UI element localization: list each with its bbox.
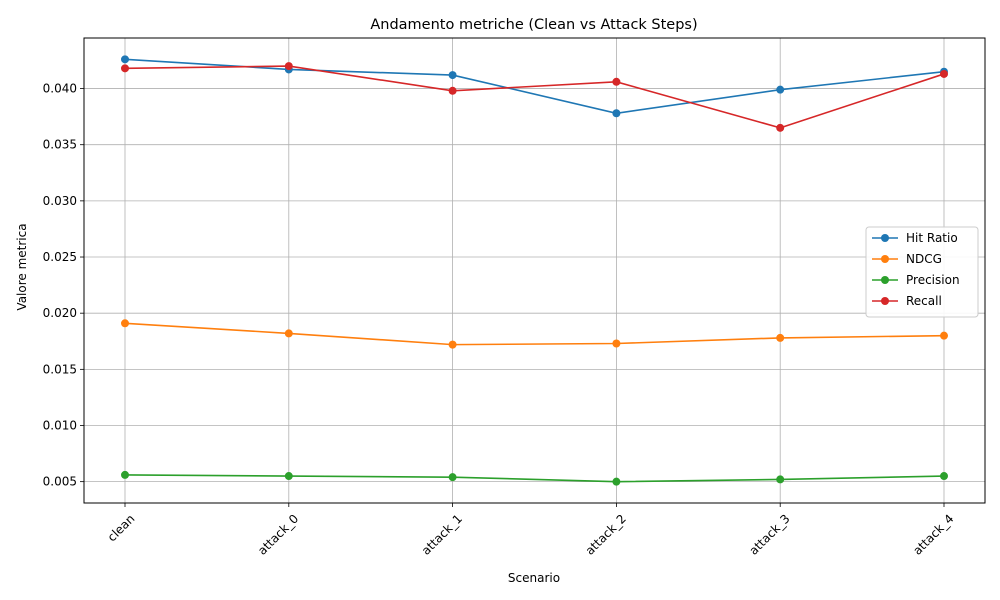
legend-item: Hit Ratio — [872, 231, 958, 245]
series-line — [124, 474, 945, 483]
data-point — [121, 64, 129, 73]
data-point — [612, 339, 621, 348]
data-point — [121, 319, 129, 328]
y-tick-label: 0.025 — [43, 250, 77, 264]
data-point — [121, 470, 129, 479]
legend-label: Hit Ratio — [906, 231, 958, 245]
series-lines — [121, 55, 948, 486]
legend-label: NDCG — [906, 252, 942, 266]
legend-item: Recall — [872, 294, 942, 308]
y-tick-label: 0.010 — [43, 419, 77, 433]
data-point — [776, 123, 785, 132]
legend: Hit Ratio NDCG Precision Recall — [865, 226, 979, 318]
series-recall — [121, 62, 948, 132]
y-tick-label: 0.005 — [43, 475, 77, 489]
data-point — [448, 71, 457, 80]
y-tick-label: 0.020 — [43, 306, 77, 320]
series-ndcg — [121, 319, 948, 349]
legend-item: Precision — [872, 273, 960, 287]
data-point — [776, 333, 785, 342]
data-point — [612, 77, 621, 86]
data-point — [776, 85, 785, 94]
legend-swatch-marker — [881, 255, 889, 263]
y-axis-ticks: 0.005 0.010 0.015 0.020 0.025 0.030 0.035 0.040 — [43, 82, 84, 489]
data-point — [612, 477, 621, 486]
data-point — [284, 329, 293, 338]
data-point — [940, 331, 948, 340]
y-tick-label: 0.015 — [43, 362, 77, 376]
legend-box — [865, 226, 979, 318]
y-axis-label: Valore metrica — [15, 223, 29, 310]
data-point — [284, 472, 293, 481]
x-axis-label: Scenario — [508, 571, 560, 585]
legend-label: Precision — [906, 273, 960, 287]
series-line — [124, 322, 945, 346]
legend-swatch-marker — [881, 234, 889, 242]
data-point — [448, 86, 457, 95]
data-point — [776, 475, 785, 484]
chart-title: Andamento metriche (Clean vs Attack Step… — [370, 17, 697, 33]
data-point — [940, 69, 948, 78]
data-point — [284, 62, 293, 71]
y-tick-label: 0.040 — [43, 82, 77, 96]
data-point — [940, 472, 948, 481]
legend-item: NDCG — [872, 252, 942, 266]
legend-label: Recall — [906, 294, 942, 308]
y-tick-label: 0.035 — [43, 138, 77, 152]
plot-area-frame — [83, 37, 986, 504]
data-point — [121, 55, 129, 64]
legend-swatch-marker — [881, 297, 889, 305]
legend-swatch-marker — [881, 276, 889, 284]
y-tick-label: 0.030 — [43, 194, 77, 208]
series-precision — [121, 470, 948, 486]
data-point — [448, 340, 457, 349]
series-line — [124, 58, 945, 115]
series-line — [124, 65, 945, 129]
data-point — [612, 109, 621, 118]
data-point — [448, 473, 457, 482]
